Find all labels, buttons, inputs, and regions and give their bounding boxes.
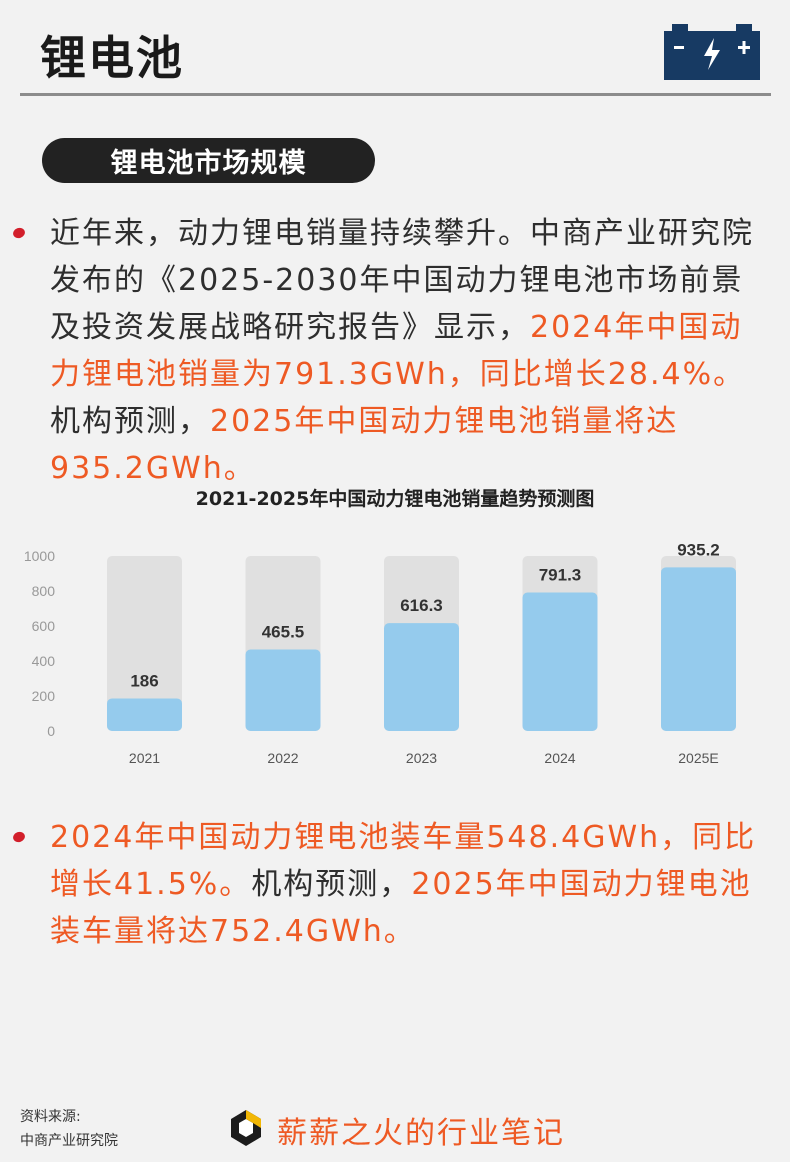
bar — [107, 698, 182, 731]
para1-text-2: 机构预测， — [50, 404, 210, 439]
para1-highlight-2: 2025年中国动力锂电池销量将达935.2GWh。 — [50, 404, 679, 486]
para1-text-1: 近年来，动力锂电销量持续攀升。中商产业研究院发布的《2025-2030年中国动力… — [50, 216, 754, 345]
bullet-icon — [11, 830, 27, 844]
brand-logo-icon — [231, 1110, 261, 1146]
data-label: 791.3 — [539, 566, 582, 585]
data-label: 186 — [130, 671, 158, 690]
bar — [661, 567, 736, 731]
x-tick-label: 2021 — [129, 750, 160, 766]
market-paragraph: 近年来，动力锂电销量持续攀升。中商产业研究院发布的《2025-2030年中国动力… — [50, 210, 766, 492]
bar-track — [107, 556, 182, 731]
y-tick-label: 600 — [32, 618, 56, 634]
chart-title: 2021-2025年中国动力锂电池销量趋势预测图 — [195, 488, 595, 510]
para1-highlight-1: 2024年中国动力锂电池销量为791.3GWh，同比增长28.4%。 — [50, 310, 746, 392]
x-tick-label: 2024 — [544, 750, 575, 766]
bar — [384, 623, 459, 731]
x-tick-label: 2025E — [678, 750, 718, 766]
source-name: 中商产业研究院 — [20, 1133, 118, 1149]
data-label: 616.3 — [400, 596, 443, 615]
bar-chart: 0 200 400 600 800 1000 186 2021 465.5 2022 616.3 20… — [24, 540, 736, 766]
installation-paragraph: 2024年中国动力锂电池装车量548.4GWh，同比增长41.5%。机构预测，2… — [50, 814, 766, 955]
section-heading: 锂电池市场规模 — [42, 138, 375, 183]
y-tick-label: 0 — [47, 723, 55, 739]
y-tick-label: 1000 — [24, 548, 55, 564]
y-tick-label: 200 — [32, 688, 56, 704]
y-tick-label: 800 — [32, 583, 56, 599]
y-tick-label: 400 — [32, 653, 56, 669]
para2-text-1: 机构预测， — [251, 867, 412, 902]
battery-icon — [664, 24, 760, 80]
data-label: 935.2 — [677, 540, 720, 559]
x-tick-label: 2023 — [406, 750, 437, 766]
bullet-icon — [11, 226, 27, 240]
bar — [522, 592, 598, 731]
brand-name: 薪薪之火的行业笔记 — [277, 1116, 565, 1151]
page-title: 锂电池 — [40, 31, 184, 85]
data-label: 465.5 — [262, 623, 305, 642]
source-label: 资料来源: — [20, 1109, 81, 1125]
para2-highlight-1: 2024年中国动力锂电池装车量548.4GWh，同比增长41.5%。 — [50, 820, 757, 902]
x-tick-label: 2022 — [267, 750, 298, 766]
para2-highlight-2: 2025年中国动力锂电池装车量将达752.4GWh。 — [50, 867, 752, 949]
header-divider — [20, 93, 771, 96]
bar — [245, 649, 321, 731]
